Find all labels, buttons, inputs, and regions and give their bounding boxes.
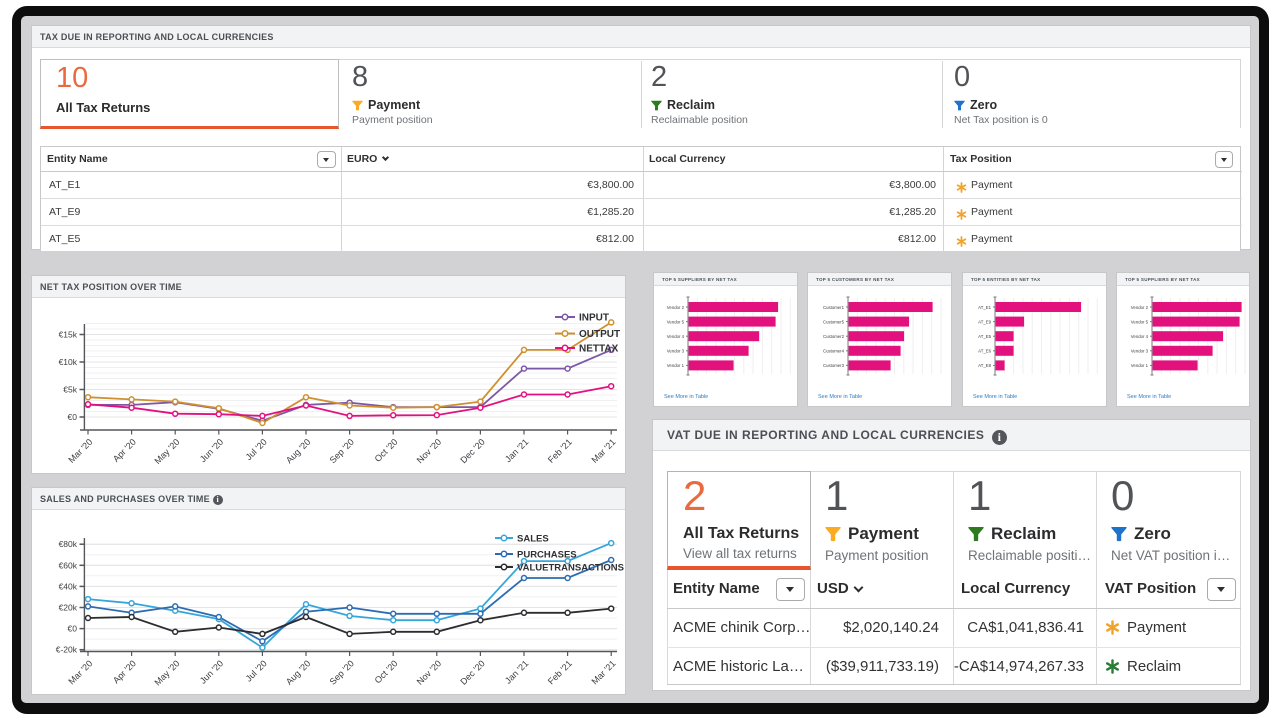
svg-text:Mar '21: Mar '21 [590, 437, 618, 465]
svg-text:PURCHASES: PURCHASES [517, 550, 577, 561]
svg-text:Jul '20: Jul '20 [244, 437, 269, 462]
svg-text:Nov '20: Nov '20 [415, 658, 443, 686]
svg-text:€0: €0 [68, 624, 78, 634]
svg-text:Apr '20: Apr '20 [111, 437, 138, 464]
svg-text:Customer1: Customer1 [823, 305, 845, 310]
svg-text:€60k: €60k [59, 560, 78, 570]
svg-text:Vendor 5: Vendor 5 [1131, 319, 1149, 324]
svg-text:Vendor 4: Vendor 4 [1131, 334, 1149, 339]
svg-text:Jan '21: Jan '21 [503, 437, 530, 464]
svg-text:Customer4: Customer4 [823, 349, 845, 354]
svg-text:Dec '20: Dec '20 [458, 658, 486, 686]
svg-text:Jul '20: Jul '20 [244, 658, 269, 683]
svg-text:€10k: €10k [59, 357, 78, 367]
svg-text:VALUETRANSACTIONS: VALUETRANSACTIONS [517, 563, 624, 574]
svg-text:Aug '20: Aug '20 [284, 658, 312, 686]
svg-text:AT_E8: AT_E8 [978, 363, 991, 368]
svg-text:Jun '20: Jun '20 [198, 658, 225, 685]
svg-text:AT_E6: AT_E6 [978, 349, 991, 354]
svg-text:Feb '21: Feb '21 [546, 658, 574, 686]
svg-text:Jan '21: Jan '21 [503, 658, 530, 685]
svg-text:Customer2: Customer2 [823, 334, 845, 339]
svg-text:AT_E1: AT_E1 [978, 305, 991, 310]
svg-text:Sep '20: Sep '20 [328, 658, 356, 686]
svg-text:Mar '21: Mar '21 [590, 658, 618, 686]
svg-text:INPUT: INPUT [579, 313, 609, 324]
svg-text:Dec '20: Dec '20 [458, 437, 486, 465]
svg-text:€5k: €5k [63, 385, 77, 395]
svg-text:€0: €0 [68, 412, 78, 422]
svg-text:Vendor 1: Vendor 1 [667, 363, 685, 368]
svg-text:OUTPUT: OUTPUT [579, 329, 620, 340]
svg-text:€15k: €15k [59, 330, 78, 340]
svg-text:May '20: May '20 [152, 658, 181, 687]
svg-text:Sep '20: Sep '20 [328, 437, 356, 465]
svg-text:€-20k: €-20k [56, 645, 78, 655]
svg-text:Vendor 3: Vendor 3 [1131, 349, 1149, 354]
svg-text:Mar '20: Mar '20 [66, 437, 94, 465]
svg-text:Vendor 5: Vendor 5 [667, 319, 685, 324]
svg-text:Aug '20: Aug '20 [284, 437, 312, 465]
svg-text:AT_E5: AT_E5 [978, 334, 991, 339]
svg-text:Vendor 4: Vendor 4 [667, 334, 685, 339]
svg-text:Feb '21: Feb '21 [546, 437, 574, 465]
svg-text:Vendor 2: Vendor 2 [1131, 305, 1149, 310]
svg-text:€40k: €40k [59, 581, 78, 591]
svg-text:Oct '20: Oct '20 [373, 437, 400, 464]
svg-text:Mar '20: Mar '20 [66, 658, 94, 686]
svg-text:€20k: €20k [59, 603, 78, 613]
svg-text:AT_E9: AT_E9 [978, 319, 991, 324]
svg-text:Customer3: Customer3 [823, 363, 845, 368]
svg-text:Nov '20: Nov '20 [415, 437, 443, 465]
svg-text:May '20: May '20 [152, 437, 181, 466]
svg-text:Oct '20: Oct '20 [373, 658, 400, 685]
svg-text:Vendor 3: Vendor 3 [667, 349, 685, 354]
svg-text:Customer5: Customer5 [823, 319, 845, 324]
svg-text:€80k: €80k [59, 539, 78, 549]
svg-text:NETTAX: NETTAX [579, 344, 619, 355]
svg-text:Jun '20: Jun '20 [198, 437, 225, 464]
svg-text:SALES: SALES [517, 534, 549, 545]
svg-text:Apr '20: Apr '20 [111, 658, 138, 685]
svg-text:Vendor 1: Vendor 1 [1131, 363, 1149, 368]
svg-text:Vendor 2: Vendor 2 [667, 305, 685, 310]
